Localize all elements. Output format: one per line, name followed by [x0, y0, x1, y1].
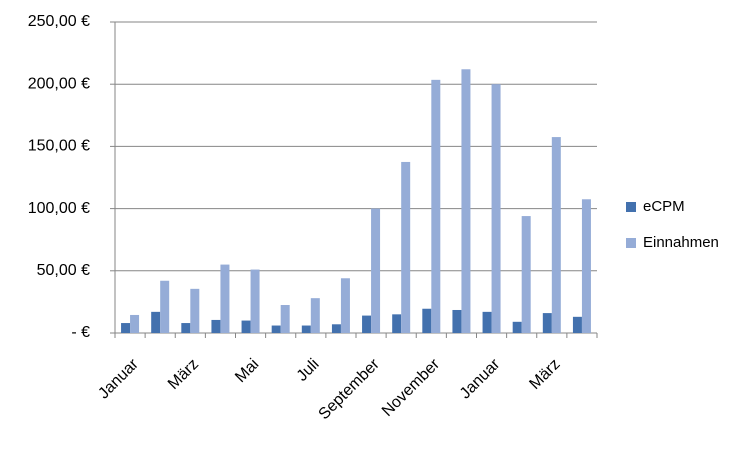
x-tick-label: Januar	[95, 355, 142, 402]
bar	[241, 320, 251, 333]
bar	[491, 84, 501, 333]
bar	[461, 69, 471, 333]
x-tick-label: Mai	[232, 356, 262, 386]
bar	[452, 309, 462, 333]
bar	[250, 269, 260, 333]
bar	[371, 208, 381, 333]
x-tick-label: März	[526, 356, 563, 393]
y-tick-label: 250,00 €	[28, 13, 90, 30]
y-tick-label: 100,00 €	[28, 200, 90, 217]
bar	[160, 280, 170, 333]
legend-label: Einnahmen	[643, 234, 719, 251]
bar	[362, 315, 372, 333]
bar	[542, 313, 552, 333]
bar	[521, 216, 531, 333]
bar	[220, 264, 230, 333]
bar	[431, 79, 441, 333]
bar	[422, 308, 432, 333]
bar	[121, 323, 131, 333]
bar	[581, 199, 591, 333]
legend-swatch	[626, 202, 636, 212]
legend-swatch	[626, 238, 636, 248]
x-tick-label: Juli	[294, 356, 323, 385]
bar	[572, 316, 582, 333]
bar	[331, 324, 341, 333]
legend-label: eCPM	[643, 198, 685, 215]
bar	[401, 161, 411, 333]
bar	[181, 323, 191, 333]
bar	[310, 298, 320, 333]
bar	[551, 137, 561, 333]
bar	[482, 311, 492, 333]
y-tick-label: 50,00 €	[37, 262, 90, 279]
bar	[301, 325, 311, 333]
bar	[280, 305, 290, 333]
x-tick-label: November	[379, 355, 444, 420]
bar	[130, 314, 140, 333]
y-tick-label: 150,00 €	[28, 138, 90, 155]
bar	[271, 325, 281, 333]
y-tick-label: - €	[71, 324, 90, 341]
bar	[340, 278, 350, 333]
x-tick-label: September	[316, 355, 384, 423]
bar	[392, 314, 402, 333]
bar	[512, 321, 522, 333]
bar	[190, 288, 200, 333]
y-tick-label: 200,00 €	[28, 75, 90, 92]
bar	[211, 319, 221, 333]
x-tick-label: März	[165, 356, 202, 393]
bar	[151, 311, 161, 333]
x-tick-label: Januar	[457, 355, 504, 402]
